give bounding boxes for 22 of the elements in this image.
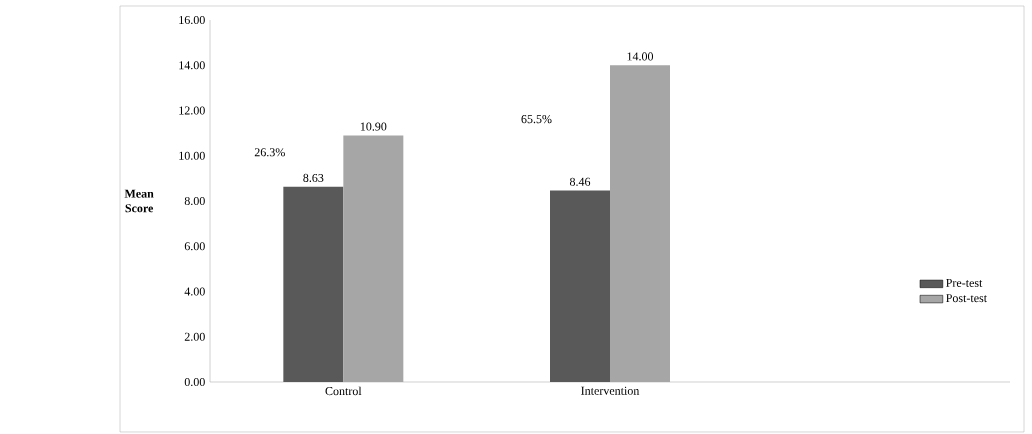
legend-label: Pre-test bbox=[946, 278, 983, 287]
y-tick-label: 12.00 bbox=[179, 106, 205, 115]
bar bbox=[550, 190, 610, 382]
y-tick-label: 4.00 bbox=[184, 287, 205, 296]
annotation: 26.3% bbox=[254, 148, 285, 157]
y-axis-title: Mean Score bbox=[124, 189, 154, 213]
data-label: 10.90 bbox=[360, 122, 387, 131]
data-label: 8.63 bbox=[303, 173, 324, 183]
bar bbox=[283, 186, 344, 382]
y-tick-label: 10.00 bbox=[179, 151, 205, 160]
data-label: 8.46 bbox=[569, 177, 591, 186]
y-tick-label: 14.00 bbox=[179, 61, 205, 70]
y-tick-label: 0.00 bbox=[184, 377, 205, 387]
x-tick-label: Control bbox=[325, 386, 362, 396]
x-tick-label: Intervention bbox=[581, 386, 640, 395]
y-tick-label: 8.00 bbox=[184, 196, 205, 206]
annotation: 65.5% bbox=[521, 115, 552, 124]
y-tick-label: 2.00 bbox=[184, 332, 205, 341]
data-label: 14.00 bbox=[627, 52, 654, 61]
y-tick-label: 16.00 bbox=[179, 15, 205, 25]
legend-label: Post-test bbox=[946, 294, 987, 303]
y-tick-label: 6.00 bbox=[184, 242, 205, 251]
